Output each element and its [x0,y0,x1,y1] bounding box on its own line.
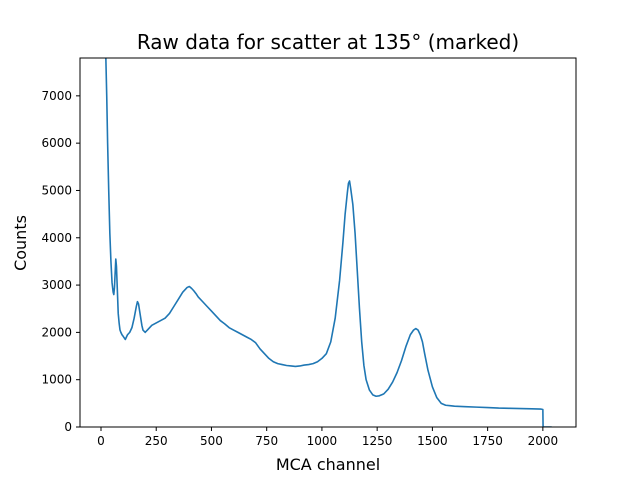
y-tick-label: 7000 [41,89,72,103]
y-tick-label: 1000 [41,373,72,387]
y-axis-label: Counts [11,215,30,271]
x-tick-label: 1750 [472,434,503,448]
y-tick-label: 2000 [41,325,72,339]
plot-frame [79,57,577,428]
x-tick-label: 1000 [307,434,338,448]
y-tick-label: 4000 [41,231,72,245]
y-tick-label: 5000 [41,183,72,197]
y-tick-label: 6000 [41,136,72,150]
x-tick-label: 1250 [362,434,393,448]
x-tick-label: 250 [145,434,168,448]
x-axis-label: MCA channel [276,455,380,474]
y-tick-label: 3000 [41,278,72,292]
y-tick-label: 0 [64,420,72,434]
x-tick-label: 750 [255,434,278,448]
x-tick-label: 1500 [417,434,448,448]
x-tick-label: 500 [200,434,223,448]
x-tick-label: 0 [97,434,105,448]
data-series-line-0 [105,58,552,427]
x-tick-label: 2000 [528,434,559,448]
chart-title: Raw data for scatter at 135° (marked) [137,30,519,54]
plot-area: 0 250 500 750 1000 1250 1500 1750 2000 0 1000 2000 3… [41,57,577,448]
